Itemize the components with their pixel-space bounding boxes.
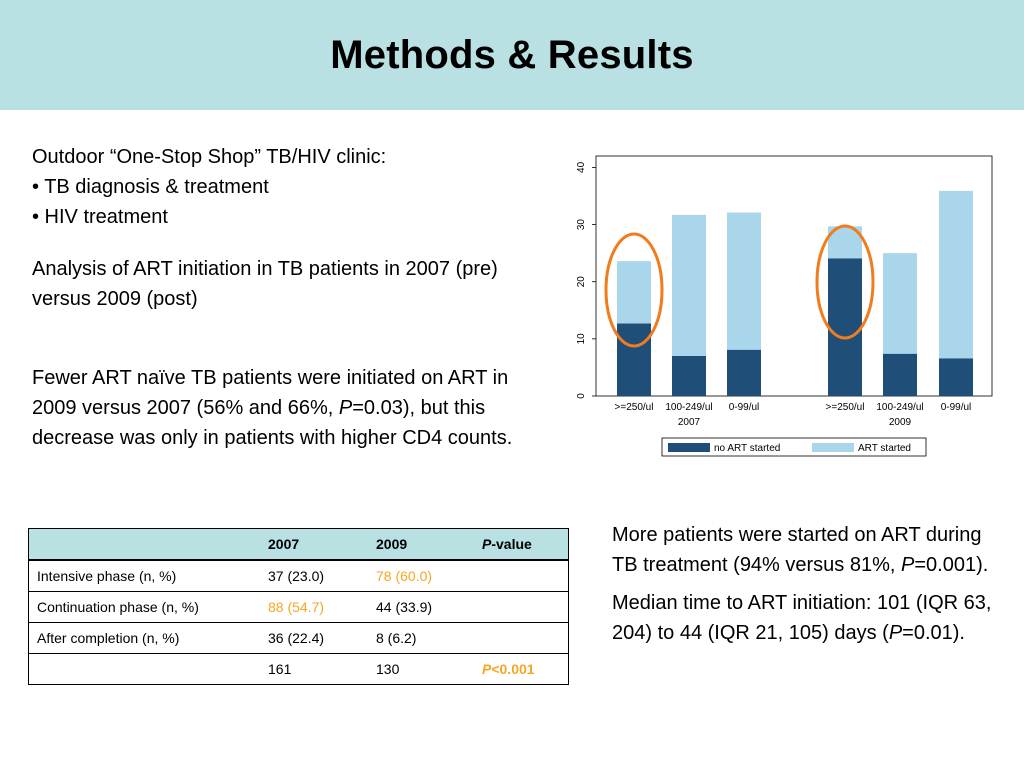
y-tick-label: 40 — [576, 161, 587, 173]
x-tick-label: 0-99/ul — [729, 402, 760, 413]
bar-no-art — [939, 358, 973, 396]
bar-no-art — [828, 258, 862, 396]
median-text-start: Median time to ART initiation: 101 (IQR … — [612, 592, 992, 644]
cell-2009-total: 130 — [368, 653, 474, 685]
more-text-start: More patients were started on ART during… — [612, 524, 982, 576]
more-p-symbol: P — [901, 554, 915, 576]
cell-2007: 37 (23.0) — [260, 559, 368, 592]
fewer-art-text: Fewer ART naïve TB patients were initiat… — [32, 363, 532, 453]
bar-art-started — [727, 212, 761, 350]
pvalue-suffix: -value — [491, 536, 532, 552]
y-tick-label: 30 — [576, 219, 587, 231]
legend-box — [661, 437, 927, 457]
x-tick-label: 100-249/ul — [665, 402, 712, 413]
x-tick-label: 0-99/ul — [941, 402, 972, 413]
bar-art-started — [617, 261, 651, 324]
group-label: 2007 — [678, 417, 701, 428]
cell-pvalue-total: P<0.001 — [474, 653, 569, 685]
table-row: After completion (n, %) 36 (22.4) 8 (6.2… — [28, 622, 569, 654]
table-row: Intensive phase (n, %) 37 (23.0) 78 (60.… — [28, 559, 569, 592]
cell-2009: 44 (33.9) — [368, 591, 474, 623]
median-time-text: Median time to ART initiation: 101 (IQR … — [612, 588, 1002, 648]
art-initiation-chart: 0 10 20 30 40 >=250/ul 100-249/ul 0-99/ul 2007 >=… — [576, 155, 993, 457]
pvalue-p: P — [482, 536, 492, 552]
median-text-end: =0.01). — [902, 622, 965, 644]
legend-swatch-art-started — [812, 443, 854, 452]
bar-art-started — [883, 253, 917, 354]
table-header-pvalue: P-value — [474, 528, 569, 561]
slide-title: Methods & Results — [330, 32, 694, 77]
table-header-label — [28, 528, 260, 561]
cell-2007: 88 (54.7) — [260, 591, 368, 623]
highlight-ellipse — [815, 224, 875, 340]
more-text-end: =0.001). — [914, 554, 989, 576]
cell-2009: 8 (6.2) — [368, 622, 474, 654]
bar-art-started — [672, 214, 706, 356]
row-label: Continuation phase (n, %) — [28, 591, 260, 623]
more-patients-text: More patients were started on ART during… — [612, 520, 1002, 580]
group-label: 2009 — [889, 417, 912, 428]
table-header-2007: 2007 — [260, 528, 368, 561]
fewer-text-start: Fewer ART naïve TB patients were initiat… — [32, 367, 509, 419]
row-label: After completion (n, %) — [28, 622, 260, 654]
table-row-total: 161 130 P<0.001 — [28, 653, 569, 685]
bar-no-art — [727, 349, 761, 396]
cell-pvalue — [474, 559, 569, 592]
fewer-text-end: =0.03), but this decrease was only in pa… — [32, 397, 513, 449]
legend-label-art-started: ART started — [858, 443, 911, 454]
x-tick-label: >=250/ul — [826, 402, 865, 413]
cell-pvalue — [474, 622, 569, 654]
clinic-description: Outdoor “One-Stop Shop” TB/HIV clinic: •… — [32, 142, 532, 314]
total-pvalue: <0.001 — [491, 661, 535, 677]
y-tick-label: 20 — [576, 276, 587, 288]
bar-art-started — [939, 190, 973, 359]
analysis-text: Analysis of ART initiation in TB patient… — [32, 258, 498, 310]
cell-2007-total: 161 — [260, 653, 368, 685]
row-label — [28, 653, 260, 685]
table-row: Continuation phase (n, %) 88 (54.7) 44 (… — [28, 591, 569, 623]
legend-label-no-art: no ART started — [714, 443, 780, 454]
art-timing-table: 2007 2009 P-value Intensive phase (n, %)… — [28, 528, 569, 685]
fewer-p-symbol: P — [338, 397, 353, 419]
x-tick-label: 100-249/ul — [876, 402, 923, 413]
results-summary: More patients were started on ART during… — [612, 520, 1002, 656]
bullet-hiv-treatment: • HIV treatment — [32, 206, 168, 228]
table-header-2009: 2009 — [368, 528, 474, 561]
cell-2009: 78 (60.0) — [368, 559, 474, 592]
legend-swatch-no-art — [668, 443, 710, 452]
clinic-heading: Outdoor “One-Stop Shop” TB/HIV clinic: — [32, 146, 387, 168]
highlight-ellipse — [604, 232, 664, 348]
cell-2007: 36 (22.4) — [260, 622, 368, 654]
cell-pvalue — [474, 591, 569, 623]
y-tick-label: 10 — [576, 333, 587, 345]
y-tick-label: 0 — [576, 393, 587, 399]
total-p: P — [482, 661, 492, 677]
bar-no-art — [617, 323, 651, 396]
slide-header: Methods & Results — [0, 0, 1024, 110]
median-p-symbol: P — [888, 622, 903, 644]
x-tick-label: >=250/ul — [615, 402, 654, 413]
plot-frame — [595, 155, 993, 397]
bar-no-art — [883, 353, 917, 396]
row-label: Intensive phase (n, %) — [28, 559, 260, 592]
bullet-tb-diagnosis: • TB diagnosis & treatment — [32, 176, 269, 198]
bar-no-art — [672, 356, 706, 396]
table-header-row: 2007 2009 P-value — [28, 528, 569, 561]
